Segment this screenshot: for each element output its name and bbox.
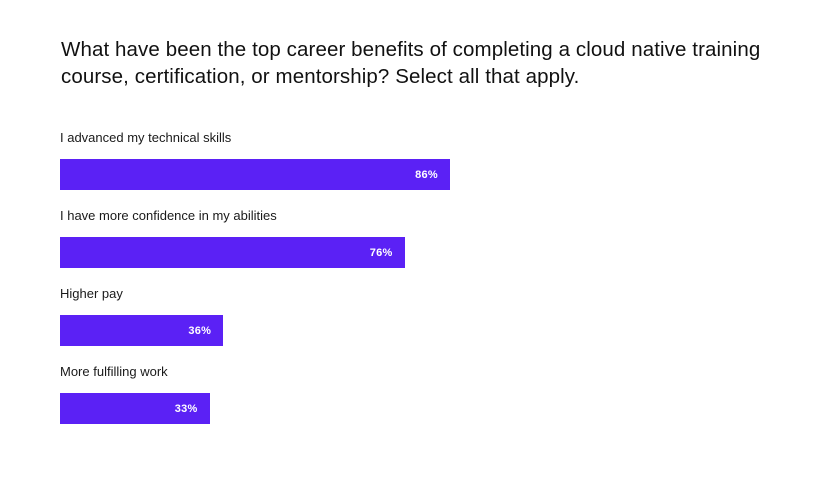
category-label: I advanced my technical skills bbox=[60, 130, 232, 145]
category-label: I have more confidence in my abilities bbox=[60, 208, 277, 223]
bar: 86% bbox=[60, 159, 450, 190]
category-label: Higher pay bbox=[60, 286, 123, 301]
category-label: More fulfilling work bbox=[60, 364, 168, 379]
bar-value-label: 36% bbox=[188, 324, 212, 337]
bar-value-label: 33% bbox=[174, 402, 198, 415]
bar: 36% bbox=[60, 315, 224, 346]
bar: 76% bbox=[60, 237, 405, 268]
chart-title: What have been the top career benefits o… bbox=[61, 38, 761, 88]
bar-value-label: 76% bbox=[369, 246, 393, 259]
bar-value-label: 86% bbox=[415, 168, 438, 181]
bar: 33% bbox=[60, 393, 210, 424]
